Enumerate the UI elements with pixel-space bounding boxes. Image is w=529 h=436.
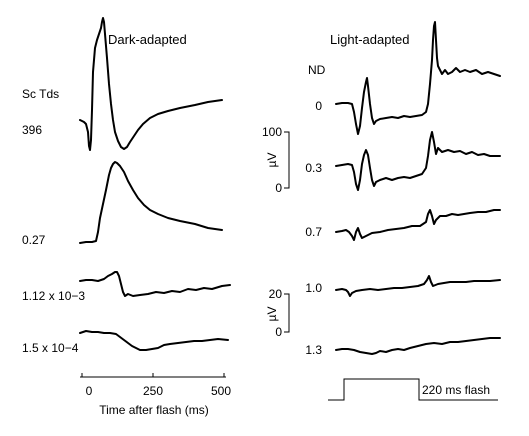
time-tick-label-250: 250: [143, 384, 163, 398]
light-trace-label-0.7: 0.7: [305, 225, 322, 239]
stimulus-label: 220 ms flash: [422, 383, 490, 397]
light-adapted-title: Light-adapted: [330, 32, 410, 47]
dark-adapted-title: Dark-adapted: [108, 32, 187, 47]
dark-trace-label-1: 396: [22, 123, 42, 137]
nd-header: ND: [308, 63, 326, 77]
dark-trace-396: [79, 17, 223, 151]
light-trace-nd-1.0: [335, 275, 501, 297]
scale-bar-100uv-zero: 0: [275, 181, 282, 195]
light-trace-label-1.3: 1.3: [305, 343, 322, 357]
light-trace-nd-0.7: [335, 209, 501, 241]
scale-bar-20uv-value: 20: [269, 287, 283, 301]
stimulus-trace: [328, 378, 498, 401]
dark-trace-0.27: [79, 161, 223, 244]
light-trace-nd-1.3: [335, 337, 501, 355]
scale-bar-20uv-zero: 0: [275, 325, 282, 339]
scale-bar-100uv-value: 100: [262, 125, 282, 139]
scale-bar-20uv-unit: µV: [265, 307, 279, 322]
light-trace-nd-0.3: [335, 131, 501, 191]
dark-trace-label-4: 1.5 x 10−4: [22, 341, 79, 355]
scale-bar-100uv-unit: µV: [265, 153, 279, 168]
scale-bar-100uv: [284, 131, 290, 189]
sc-tds-header: Sc Tds: [22, 87, 59, 101]
dark-trace-1.5e-4: [79, 330, 229, 351]
dark-trace-label-2: 0.27: [22, 233, 46, 247]
scale-bar-20uv: [284, 293, 290, 333]
time-axis-title: Time after flash (ms): [99, 403, 209, 417]
time-tick-label-0: 0: [86, 384, 93, 398]
light-trace-label-1.0: 1.0: [305, 281, 322, 295]
dark-trace-1.12e-3: [79, 271, 231, 297]
light-trace-label-0.3: 0.3: [305, 161, 322, 175]
time-tick-label-500: 500: [211, 384, 231, 398]
dark-trace-label-3: 1.12 x 10−3: [22, 289, 85, 303]
light-trace-label-0: 0: [315, 99, 322, 113]
light-trace-nd-0: [335, 21, 501, 135]
